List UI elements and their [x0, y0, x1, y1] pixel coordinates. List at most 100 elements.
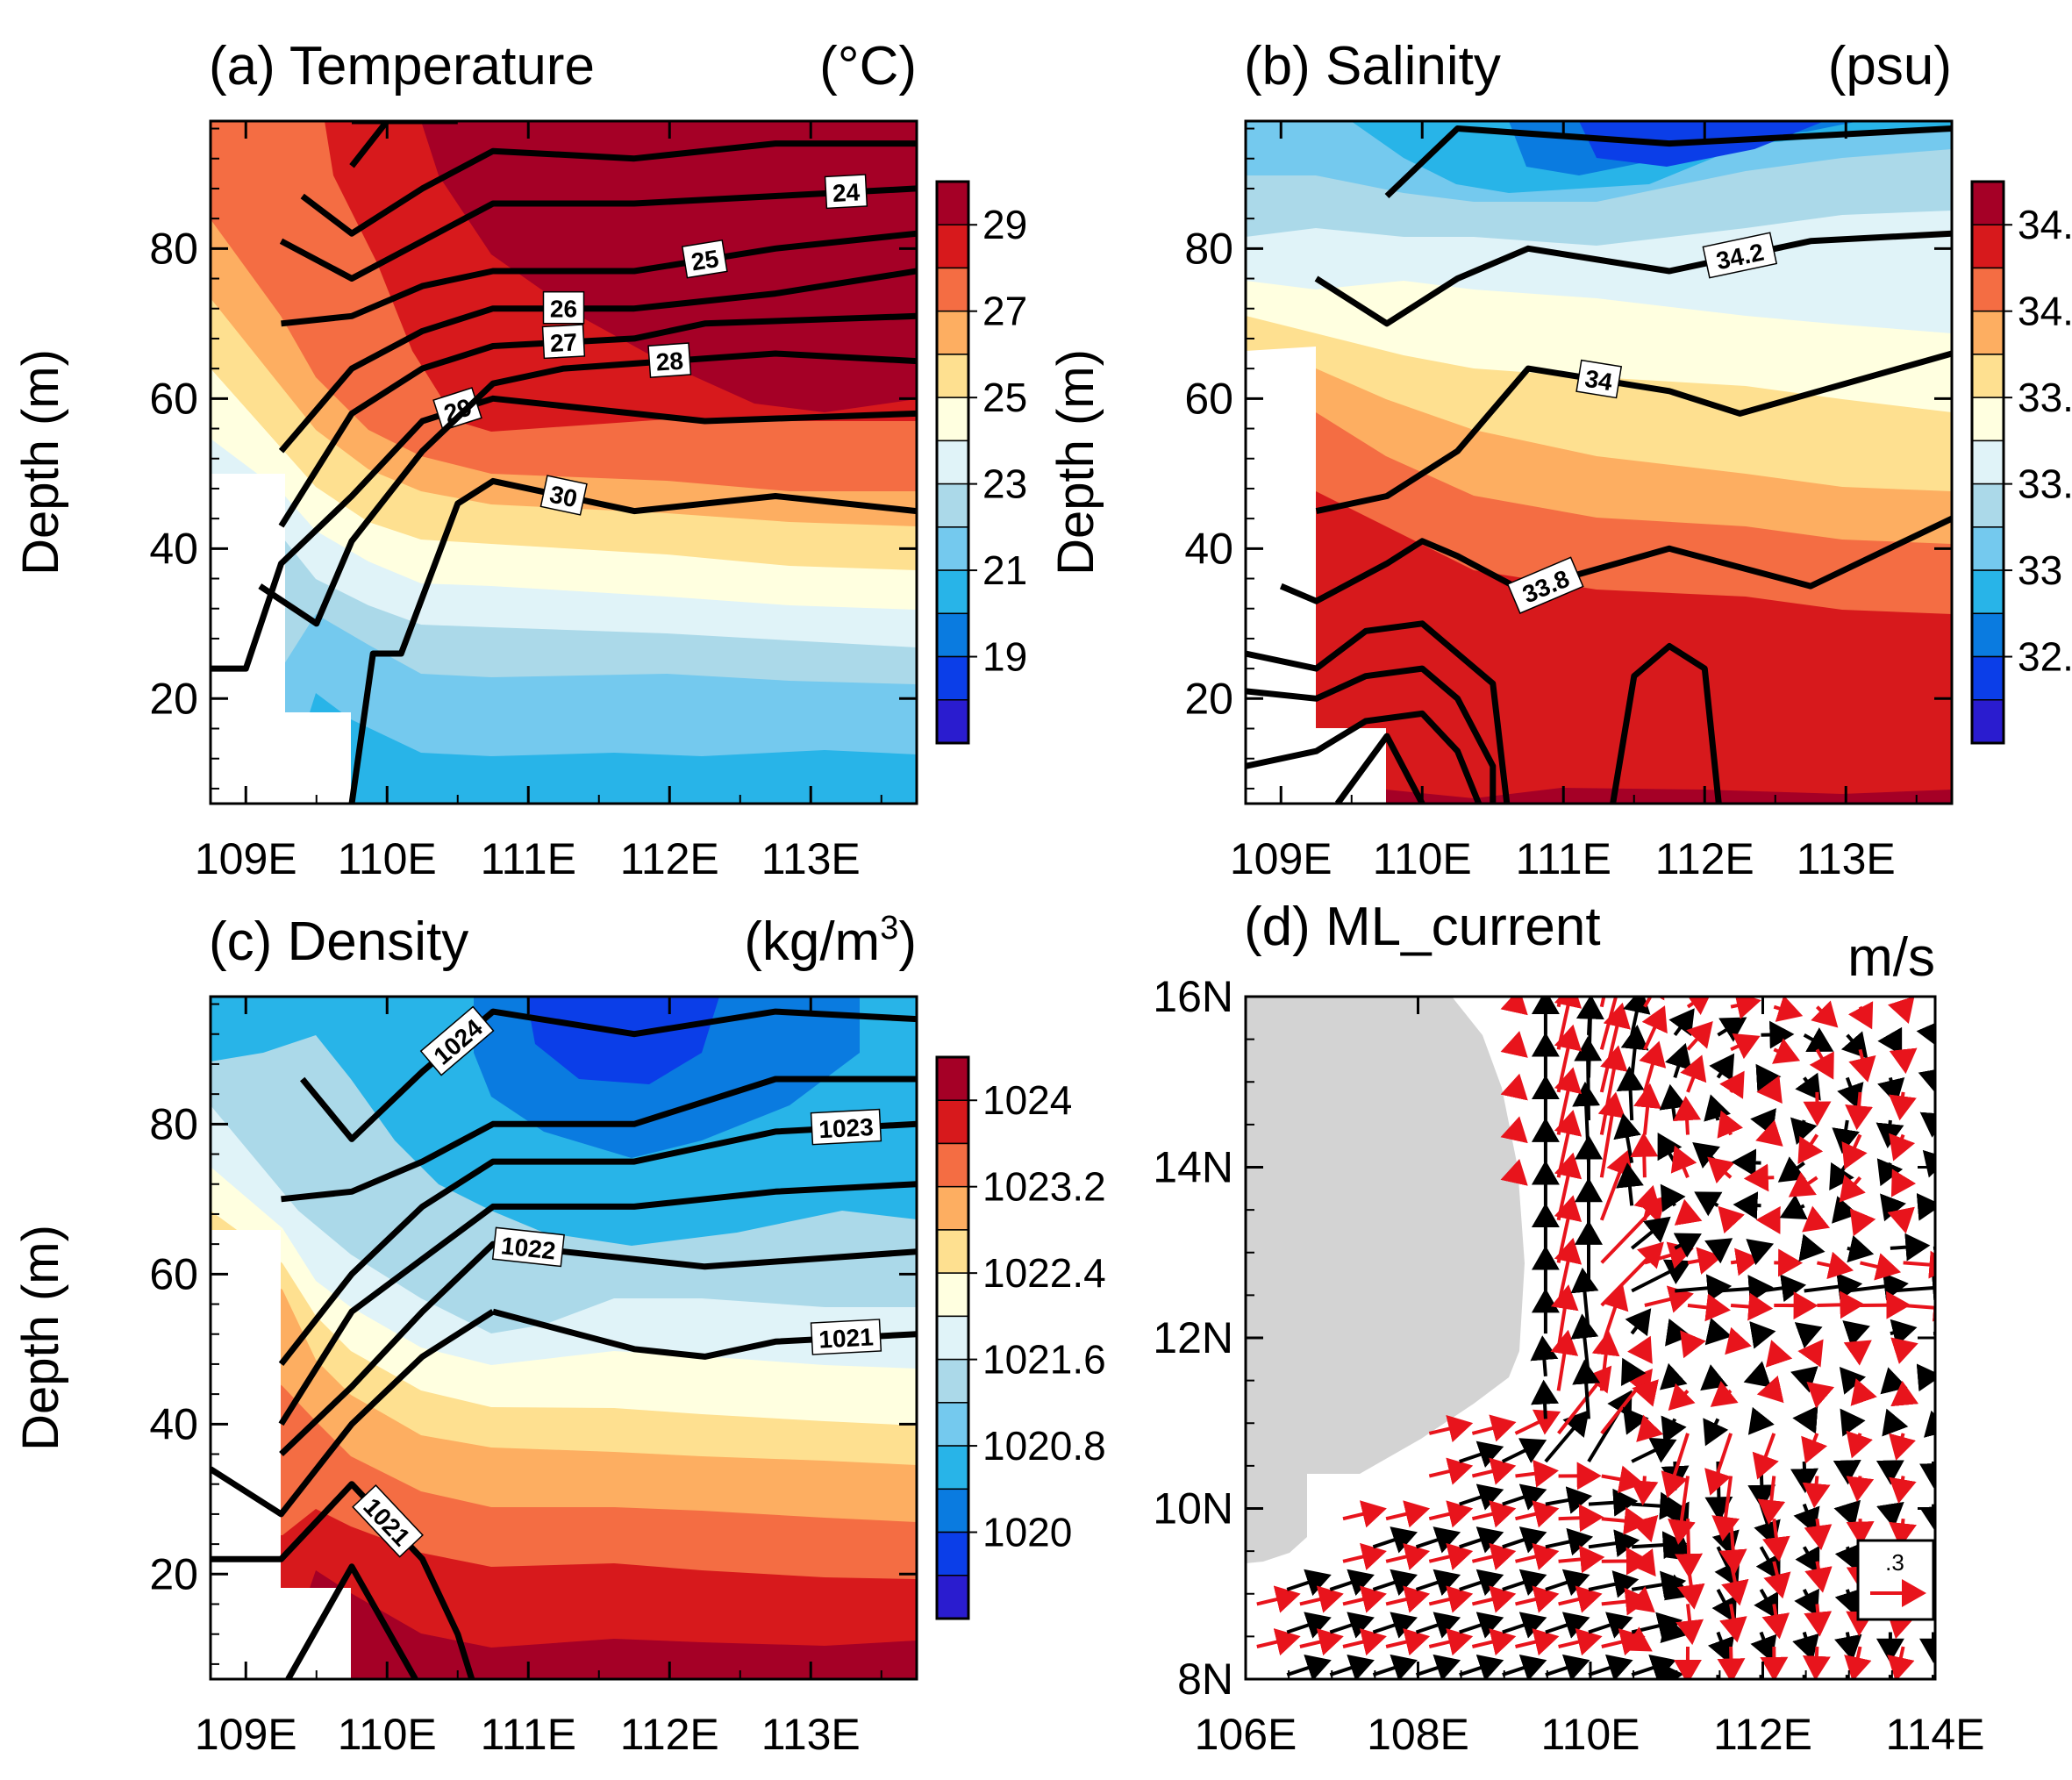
current-vector-black: [1890, 1274, 1935, 1302]
current-vector-black: [1804, 1272, 1863, 1301]
axes-d: 106E 108E 110E 112E 114E 16N 14N 12N 10N 8N: [1153, 972, 1984, 1759]
colorbar-swatch: [1971, 181, 2004, 225]
current-vector-black: [1459, 1654, 1504, 1679]
current-vector-black: [1631, 1437, 1677, 1463]
contour-line: [278, 268, 917, 454]
current-vector-black: [1660, 1183, 1686, 1212]
current-vector-red: [1797, 1339, 1824, 1368]
contour-line: [1315, 350, 1952, 515]
current-vector-red: [1718, 1205, 1746, 1234]
current-vector-black: [1694, 1191, 1723, 1217]
current-vector-red: [1500, 1116, 1528, 1144]
contour-label: 34: [1575, 359, 1623, 399]
current-vector-black: [1329, 1612, 1375, 1639]
current-vector-red: [1428, 1542, 1474, 1571]
contour-line: [279, 1240, 917, 1457]
colorbar-swatch: [936, 569, 969, 615]
colorbar-swatch: [1971, 699, 2004, 744]
current-vector-black: [1620, 1025, 1649, 1078]
current-vector-red: [1811, 1000, 1839, 1028]
current-vector-red: [1641, 1005, 1668, 1051]
panel-a: 30 29 28 27 26 25 24 109E 110E 111E 112E 113E 20 40 6…: [12, 36, 1027, 883]
current-vector-black: [1933, 1289, 1935, 1293]
colorbar-label: 33.8: [2018, 375, 2072, 420]
colorbar-swatch: [936, 224, 969, 269]
colorbar-label: 32.6: [2018, 634, 2072, 680]
current-vector-red: [1514, 1409, 1561, 1435]
contour-line: [1334, 733, 1425, 804]
current-vector-black: [1415, 1612, 1461, 1639]
current-vector-black: [1329, 1654, 1375, 1679]
contour-line: [299, 1008, 917, 1142]
land-region: [1246, 997, 1525, 1563]
current-vector-black: [1790, 1461, 1818, 1494]
current-vector-black: [1459, 1440, 1504, 1468]
current-vector-red: [1599, 1045, 1628, 1135]
panel-units: (psu): [1828, 36, 1952, 97]
axes-b: 109E 110E 111E 112E 113E 20 40 60 80: [1184, 121, 1952, 883]
colorbar-swatch: [936, 1056, 969, 1101]
current-vector-black: [1847, 1272, 1909, 1301]
current-vector-black: [1372, 1612, 1418, 1639]
colorbar-label: 33: [2018, 547, 2062, 593]
contour-label-text: 27: [549, 328, 578, 357]
y-tick-label: 80: [149, 1099, 198, 1148]
colorbar-label: 34.2: [2018, 289, 2072, 334]
current-vector-red: [1554, 1195, 1583, 1263]
current-vector-black: [1588, 1488, 1639, 1517]
current-vector-red: [1554, 1152, 1583, 1221]
current-vector-black: [1703, 1418, 1729, 1447]
current-vector-red: [1847, 1001, 1874, 1030]
colorbar-swatch: [936, 612, 969, 658]
y-tick-label: 16N: [1153, 972, 1233, 1021]
current-vector-red: [1256, 1585, 1301, 1613]
current-vector-red: [1850, 1378, 1877, 1406]
current-vector-black: [1572, 1081, 1601, 1163]
contour-label-text: 1023: [818, 1113, 875, 1143]
current-vector-red: [1515, 1542, 1560, 1571]
current-vector-black: [1761, 1274, 1807, 1303]
current-vector-black: [1876, 1119, 1904, 1148]
current-vector-red: [1841, 1133, 1868, 1170]
contour-line: [285, 1563, 418, 1679]
colorbar-swatch: [1971, 655, 2004, 701]
current-vector-black: [1876, 1501, 1904, 1529]
current-vector-red: [1554, 1024, 1583, 1093]
x-tick-label: 113E: [1797, 834, 1896, 883]
current-vector-red: [1890, 1380, 1919, 1407]
current-vector-black: [1664, 1318, 1691, 1347]
current-vector-red: [1889, 1047, 1918, 1075]
current-vector-black: [1673, 1233, 1702, 1258]
contour-line: [1314, 230, 1952, 327]
current-vector-black: [1572, 1359, 1601, 1419]
current-vector-black: [1502, 1654, 1547, 1679]
current-vector-black: [1459, 1569, 1504, 1597]
current-vector-red: [1889, 1091, 1917, 1121]
current-vector-red: [1843, 1340, 1872, 1366]
current-vector-red: [1471, 1414, 1517, 1442]
current-vector-red: [1500, 997, 1528, 1016]
current-vector-red: [1844, 1646, 1872, 1679]
panel-title: (b) Salinity: [1244, 36, 1501, 97]
units-text: (kg/m: [744, 911, 880, 972]
current-vector-black: [1890, 1233, 1931, 1262]
reference-vector-box: .3: [1856, 1539, 1935, 1621]
current-vector-red: [1342, 1585, 1387, 1613]
current-vector-black: [1834, 1588, 1862, 1617]
x-tick-label: 110E: [1373, 834, 1472, 883]
current-vector-red: [1471, 1500, 1517, 1528]
current-vector-red: [1730, 1292, 1774, 1321]
current-vector-black: [1545, 1569, 1590, 1597]
panel-units: m/s: [1847, 927, 1935, 988]
current-vector-red: [1515, 1628, 1560, 1656]
current-vector-red: [1644, 1285, 1694, 1313]
current-vector-red: [1752, 1433, 1779, 1480]
y-tick-label: 20: [149, 674, 198, 723]
current-vector-black: [1794, 1322, 1823, 1349]
current-vector-black: [1761, 1020, 1795, 1049]
current-vector-black: [1459, 1483, 1504, 1511]
current-vector-red: [1680, 1330, 1706, 1359]
current-vector-black: [1718, 1275, 1774, 1304]
colorbar-swatch: [936, 1402, 969, 1447]
